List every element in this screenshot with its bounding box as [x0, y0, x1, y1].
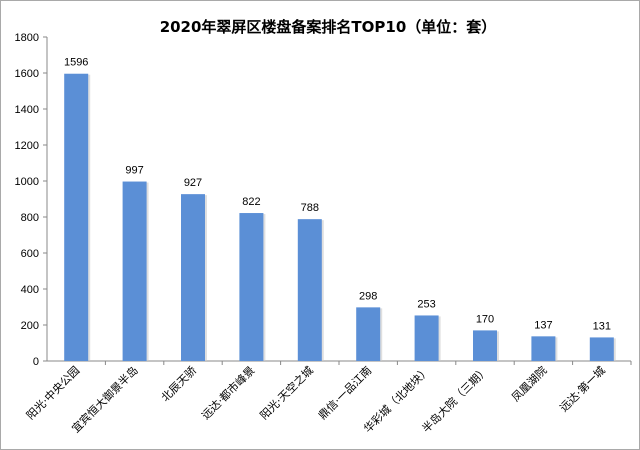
x-tick-label: 鼎信·一品江南	[316, 364, 374, 422]
bar	[414, 315, 439, 361]
data-label: 822	[242, 196, 260, 208]
bar	[239, 213, 264, 361]
bar	[589, 337, 614, 361]
bar	[297, 219, 322, 361]
y-tick-label: 1200	[15, 140, 39, 152]
bar	[356, 307, 381, 361]
x-tick-label: 阳光·中央公园	[23, 363, 82, 422]
bar	[473, 330, 497, 361]
data-label: 298	[359, 290, 377, 302]
data-label: 1596	[64, 57, 88, 69]
data-label: 137	[534, 319, 552, 331]
y-tick-label: 1400	[15, 104, 39, 116]
x-tick-label: 远达·第一城	[557, 363, 608, 414]
y-tick-label: 1000	[15, 176, 39, 188]
bar	[122, 181, 147, 361]
data-label: 131	[593, 320, 611, 332]
data-label: 253	[417, 298, 435, 310]
bar	[64, 73, 89, 361]
data-label: 788	[301, 202, 319, 214]
y-tick-label: 400	[21, 284, 39, 296]
chart-title: 2020年翠屏区楼盘备案排名TOP10（单位：套）	[160, 18, 497, 36]
x-tick-label: 北辰天骄	[159, 364, 199, 404]
y-tick-label: 200	[21, 320, 39, 332]
y-tick-label: 1600	[15, 68, 39, 80]
bar	[531, 336, 556, 361]
x-tick-label: 远达·都市峰景	[198, 363, 257, 422]
x-tick-label: 凤凰湖院	[509, 363, 550, 404]
y-tick-label: 600	[21, 248, 39, 260]
bar	[181, 194, 205, 361]
data-label: 170	[476, 313, 494, 325]
y-tick-label: 800	[21, 212, 39, 224]
x-tick-label: 阳光·天空之城	[257, 363, 316, 422]
data-label: 997	[125, 165, 143, 177]
y-tick-label: 0	[33, 356, 39, 368]
y-tick-label: 1800	[15, 32, 39, 44]
data-label: 927	[184, 177, 202, 189]
